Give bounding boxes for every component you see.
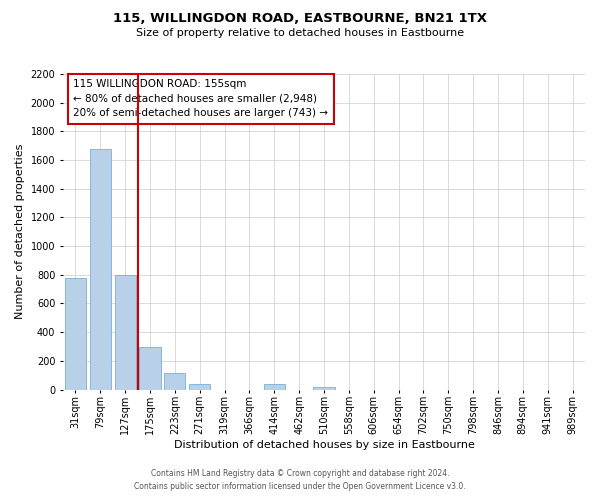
- X-axis label: Distribution of detached houses by size in Eastbourne: Distribution of detached houses by size …: [173, 440, 475, 450]
- Text: Contains HM Land Registry data © Crown copyright and database right 2024.
Contai: Contains HM Land Registry data © Crown c…: [134, 470, 466, 491]
- Bar: [313, 386, 335, 390]
- Bar: [115, 275, 136, 390]
- Bar: [164, 374, 185, 390]
- Y-axis label: Number of detached properties: Number of detached properties: [15, 144, 25, 320]
- Text: Size of property relative to detached houses in Eastbourne: Size of property relative to detached ho…: [136, 28, 464, 38]
- Bar: [139, 347, 161, 390]
- Text: 115 WILLINGDON ROAD: 155sqm
← 80% of detached houses are smaller (2,948)
20% of : 115 WILLINGDON ROAD: 155sqm ← 80% of det…: [73, 78, 328, 118]
- Bar: [189, 384, 210, 390]
- Bar: [89, 148, 111, 390]
- Text: 115, WILLINGDON ROAD, EASTBOURNE, BN21 1TX: 115, WILLINGDON ROAD, EASTBOURNE, BN21 1…: [113, 12, 487, 26]
- Bar: [65, 278, 86, 390]
- Bar: [263, 384, 285, 390]
